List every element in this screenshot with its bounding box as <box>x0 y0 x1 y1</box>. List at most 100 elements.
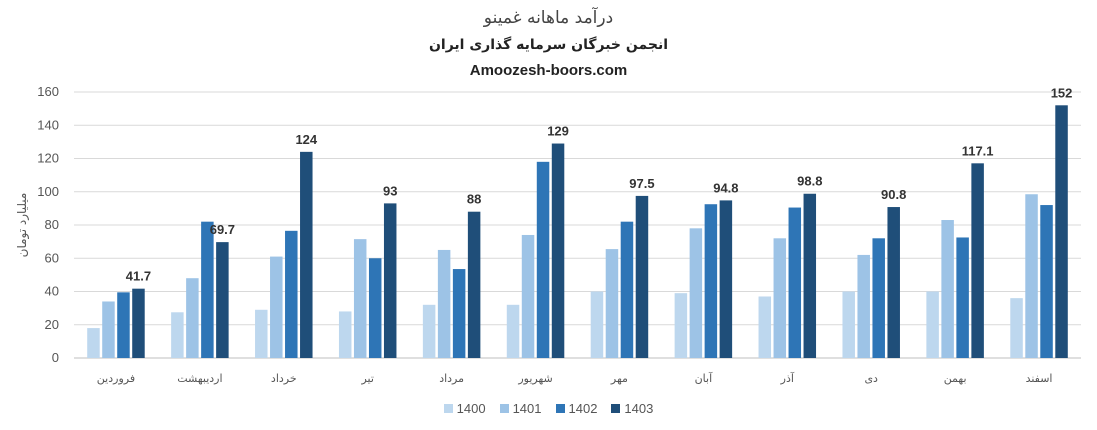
y-tick-label: 0 <box>52 350 59 365</box>
legend-swatch <box>611 404 621 413</box>
bar-1401-5 <box>437 249 451 358</box>
data-label: 117.1 <box>962 143 994 158</box>
bar-1400-10 <box>842 291 855 358</box>
y-tick-label: 160 <box>37 84 59 99</box>
x-category-label: مرداد <box>439 372 464 385</box>
bars <box>87 105 1068 358</box>
bar-1403-1 <box>132 288 145 358</box>
bar-1403-10 <box>887 207 900 358</box>
bar-1402-9 <box>788 207 802 358</box>
legend-item-1403: 1403 <box>611 401 653 416</box>
data-label: 41.7 <box>126 269 151 284</box>
bar-1402-4 <box>368 258 382 358</box>
legend-swatch <box>443 404 453 413</box>
bar-1403-3 <box>300 151 313 358</box>
x-category-label: مهر <box>610 372 628 385</box>
gridlines <box>74 91 1081 359</box>
data-label: 124 <box>295 132 317 147</box>
chart-title: درآمد ماهانه غمینو <box>483 8 614 28</box>
x-category-label: اردیبهشت <box>177 372 222 385</box>
data-label: 97.5 <box>629 176 654 191</box>
bar-1400-3 <box>255 309 268 358</box>
bar-1403-4 <box>383 203 397 358</box>
bar-1400-7 <box>590 291 604 358</box>
legend-label: 1400 <box>456 401 486 416</box>
bar-1401-12 <box>1025 194 1038 358</box>
bar-1401-10 <box>857 254 870 358</box>
bar-1401-1 <box>102 301 115 358</box>
legend: 1400 1401 1402 1403 <box>0 401 1097 416</box>
y-axis-label: میلیارد تومان <box>15 193 30 258</box>
y-tick-label: 60 <box>45 250 59 265</box>
bar-1402-8 <box>704 204 718 358</box>
x-category-label: دی <box>864 372 878 385</box>
x-category-label: آبان <box>695 371 713 385</box>
data-label: 129 <box>547 124 569 139</box>
data-label: 69.7 <box>210 222 235 237</box>
x-category-label: خرداد <box>271 372 297 385</box>
bar-1401-7 <box>605 249 619 358</box>
bar-1400-4 <box>338 311 352 358</box>
bar-1401-8 <box>689 228 703 358</box>
bar-1403-11 <box>971 163 984 358</box>
bar-1401-9 <box>773 238 787 358</box>
bar-1401-3 <box>270 256 283 358</box>
chart-subtitle: انجمن خبرگان سرمایه گذاری ایران <box>428 37 669 53</box>
data-labels: 41.7 69.7 124 93 88 129 97.5 94.8 98.8 90.8 117.1 1… <box>126 85 1073 283</box>
y-tick-label: 40 <box>45 284 59 299</box>
bar-1403-2 <box>216 242 229 358</box>
x-category-label: آذر <box>780 371 795 385</box>
legend-swatch <box>499 404 509 413</box>
bar-1402-11 <box>956 237 969 358</box>
bar-1402-7 <box>620 221 634 358</box>
bar-1402-2 <box>201 221 214 358</box>
y-tick-label: 120 <box>37 151 59 166</box>
legend-item-1402: 1402 <box>555 401 598 416</box>
bar-1402-10 <box>872 238 885 358</box>
x-axis-categories: فروردین اردیبهشت خرداد تیر مرداد شهریور مهر آبا… <box>97 371 1053 385</box>
legend-item-1401: 1401 <box>499 401 542 416</box>
data-label: 93 <box>383 183 397 198</box>
legend-item-1400: 1400 <box>443 401 486 416</box>
data-label: 90.8 <box>881 187 906 202</box>
bar-1403-7 <box>635 195 649 358</box>
bar-1401-6 <box>521 234 535 358</box>
bar-1400-11 <box>926 291 939 358</box>
bar-1403-9 <box>803 193 817 358</box>
y-axis-ticks: 0 20 40 60 80 100 120 140 160 <box>37 84 59 365</box>
bar-1402-5 <box>452 269 466 358</box>
legend-label: 1403 <box>624 401 654 416</box>
bar-1402-3 <box>285 230 298 358</box>
x-category-label: تیر <box>360 372 373 385</box>
bar-1402-1 <box>117 292 130 358</box>
y-tick-label: 20 <box>45 317 59 332</box>
bar-1400-1 <box>87 328 100 358</box>
bar-1400-8 <box>674 293 688 358</box>
bar-1400-5 <box>422 304 436 358</box>
x-category-label: شهریور <box>517 372 552 385</box>
legend-label: 1401 <box>512 401 542 416</box>
y-tick-label: 100 <box>37 184 59 199</box>
y-tick-label: 140 <box>37 117 59 132</box>
bar-1401-11 <box>941 220 954 358</box>
data-label: 152 <box>1051 85 1073 100</box>
data-label: 88 <box>467 192 481 207</box>
bar-1400-12 <box>1010 298 1023 358</box>
bar-1403-5 <box>467 211 481 358</box>
bar-1400-2 <box>171 312 184 358</box>
bar-1401-2 <box>186 278 199 358</box>
y-tick-label: 80 <box>45 217 59 232</box>
legend-label: 1402 <box>568 401 598 416</box>
x-category-label: اسفند <box>1026 372 1053 385</box>
bar-1402-12 <box>1040 205 1053 358</box>
bar-1403-8 <box>719 200 733 358</box>
bar-1401-4 <box>353 239 367 358</box>
bar-1402-6 <box>536 161 550 358</box>
data-label: 98.8 <box>797 174 822 189</box>
data-label: 94.8 <box>713 180 738 195</box>
bar-1400-6 <box>506 304 520 358</box>
x-category-label: بهمن <box>944 372 967 385</box>
legend-swatch <box>555 404 565 413</box>
chart-source: Amoozesh-boors.com <box>469 62 628 79</box>
